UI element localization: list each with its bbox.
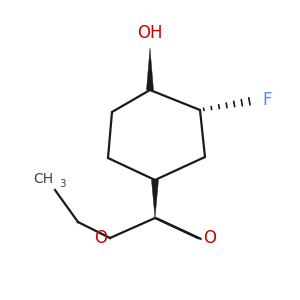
Polygon shape [146,48,154,90]
Text: 3: 3 [59,179,66,189]
Polygon shape [152,180,158,218]
Text: CH: CH [33,172,53,186]
Text: O: O [94,229,107,247]
Text: O: O [203,229,216,247]
Text: F: F [262,91,272,109]
Text: OH: OH [137,24,163,42]
